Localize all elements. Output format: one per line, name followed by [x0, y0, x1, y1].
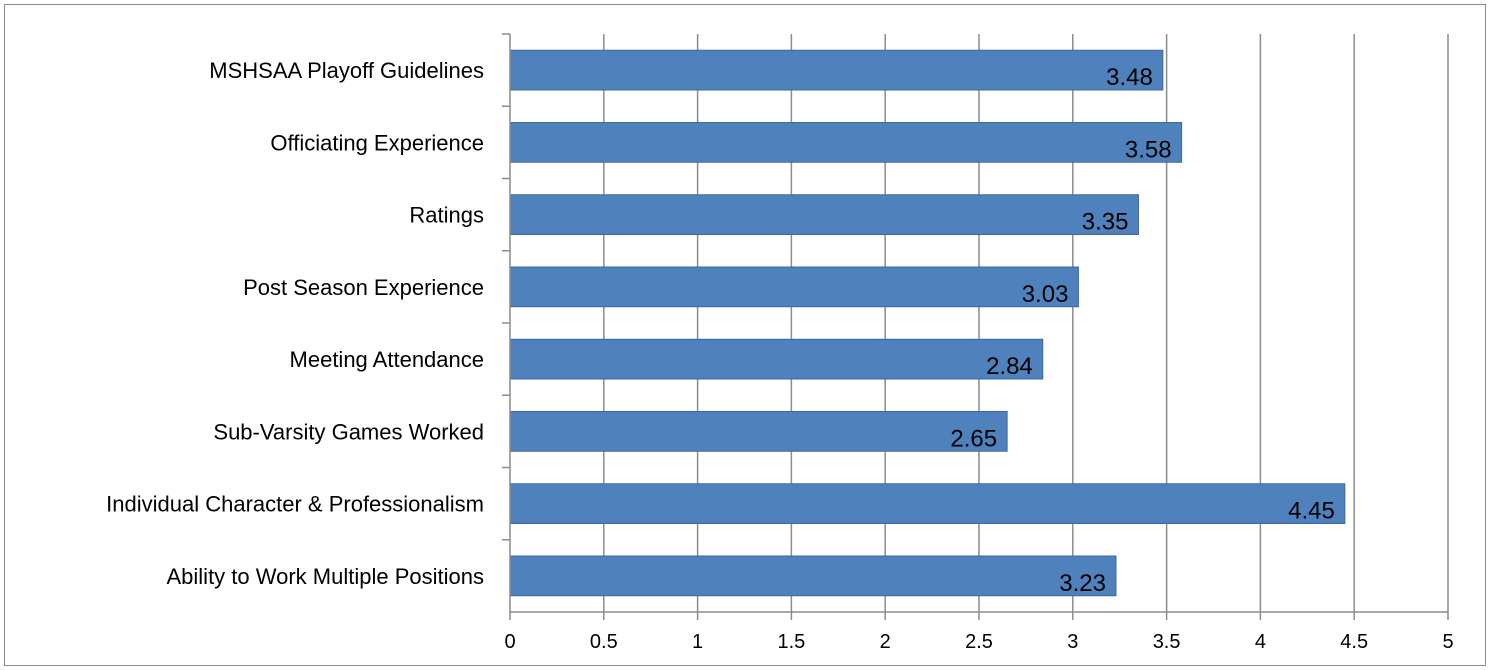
x-tick-label: 2.5 [965, 631, 993, 653]
data-label: 3.58 [1125, 136, 1172, 163]
bar [509, 122, 1183, 163]
x-tick-label: 2 [880, 631, 891, 653]
axes [502, 33, 1449, 620]
data-label: 2.65 [950, 425, 997, 452]
category-label: Post Season Experience [243, 275, 484, 300]
bar [509, 49, 1164, 91]
category-label: MSHSAA Playoff Guidelines [209, 58, 484, 83]
x-tick-label: 0.5 [590, 631, 618, 653]
category-label: Ability to Work Multiple Positions [167, 564, 485, 589]
x-tick-labels: 0 0.5 1 1.5 2 2.5 3 3.5 4 4.5 5 [504, 631, 1453, 653]
data-label: 2.84 [986, 353, 1033, 380]
bar [509, 266, 1079, 308]
bar [509, 555, 1117, 597]
data-label: 3.35 [1082, 209, 1129, 236]
bar [509, 483, 1346, 524]
category-labels: MSHSAA Playoff Guidelines Officiating Exp… [106, 58, 484, 589]
x-tick-label: 4.5 [1340, 631, 1368, 653]
data-label: 3.03 [1022, 281, 1069, 308]
bar [509, 338, 1044, 380]
x-tick-label: 1 [692, 631, 703, 653]
x-tick-label: 3 [1067, 631, 1078, 653]
data-labels: 3.48 3.58 3.35 3.03 2.84 2.65 4.45 3.23 [950, 64, 1334, 597]
x-tick-label: 5 [1442, 631, 1453, 653]
category-label: Meeting Attendance [290, 347, 484, 372]
bars [509, 49, 1346, 597]
x-tick-label: 0 [504, 631, 515, 653]
data-label: 3.48 [1106, 64, 1153, 91]
bar [509, 411, 1008, 452]
category-label: Individual Character & Professionalism [106, 492, 484, 517]
data-label: 3.23 [1059, 570, 1106, 597]
gridlines [603, 34, 1449, 612]
bar [509, 194, 1139, 235]
data-label: 4.45 [1288, 498, 1335, 525]
x-tick-label: 3.5 [1153, 631, 1181, 653]
category-label: Ratings [409, 203, 484, 228]
category-label: Sub-Varsity Games Worked [213, 419, 484, 444]
x-tick-label: 4 [1255, 631, 1266, 653]
x-tick-label: 1.5 [777, 631, 805, 653]
category-label: Officiating Experience [270, 130, 484, 155]
